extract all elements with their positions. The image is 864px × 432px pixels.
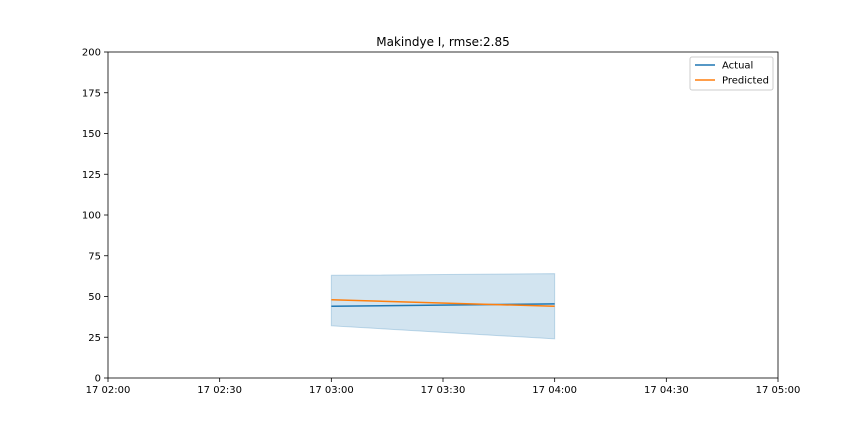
x-tick-label: 17 02:00	[86, 385, 131, 396]
legend: Actual Predicted	[689, 56, 774, 91]
y-tick-label: 0	[95, 374, 101, 385]
y-tick-label: 100	[82, 211, 101, 222]
series-line-predicted	[331, 299, 555, 308]
band-area	[330, 273, 556, 340]
y-tick-label: 25	[88, 333, 101, 344]
x-tick-label: 17 03:30	[421, 385, 466, 396]
y-tick-label: 200	[82, 48, 101, 59]
x-tick-label: 17 05:00	[756, 385, 801, 396]
y-tick-label: 50	[88, 292, 101, 303]
legend-label-actual: Actual	[722, 61, 753, 72]
y-tick-label: 150	[82, 129, 101, 140]
x-tick-label: 17 03:00	[309, 385, 354, 396]
x-axis: 17 02:00 17 02:30 17 03:00 17 03:30 17 04:00…	[86, 378, 801, 396]
plot-area	[108, 52, 778, 378]
legend-label-predicted: Predicted	[722, 76, 769, 87]
y-tick-label: 125	[82, 170, 101, 181]
x-tick-label: 17 02:30	[197, 385, 242, 396]
y-axis: 0 25 50 75 100 125 150 175 200	[82, 48, 108, 385]
series-line-actual	[331, 303, 555, 308]
chart-title: Makindye I, rmse:2.85	[376, 35, 510, 49]
y-tick-label: 75	[88, 251, 101, 262]
x-tick-label: 17 04:00	[532, 385, 577, 396]
y-tick-label: 175	[82, 88, 101, 99]
x-tick-label: 17 04:30	[644, 385, 689, 396]
confidence-band	[330, 273, 556, 340]
series-lines	[331, 299, 555, 308]
